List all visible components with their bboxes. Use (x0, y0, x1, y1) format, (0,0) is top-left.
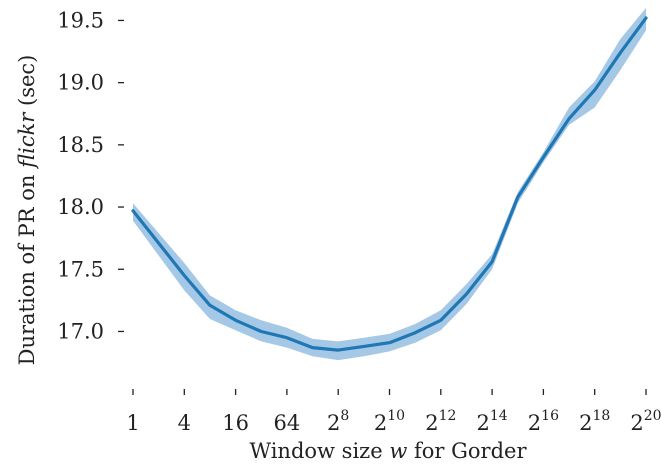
x-tick-label-base: 2 (476, 411, 489, 435)
y-axis-label: Duration of PR on flickr (sec) (15, 55, 39, 366)
x-tick-label-base: 16 (222, 411, 249, 435)
x-tick-label-base: 4 (178, 411, 191, 435)
x-tick-label-base: 2 (528, 411, 541, 435)
x-tick-label-base: 2 (630, 411, 643, 435)
x-tick-label-exponent: 10 (387, 408, 405, 424)
x-axis-label-suffix: for Gorder (407, 439, 527, 463)
x-tick-label: 210 (374, 408, 405, 435)
x-tick-label-exponent: 16 (541, 408, 559, 424)
x-axis-label: Window size w for Gorder (249, 439, 527, 463)
x-tick-label-base: 2 (579, 411, 592, 435)
series-line-layer (131, 16, 648, 352)
x-tick-label: 16 (222, 411, 249, 435)
x-axis-label-italic: w (389, 439, 407, 463)
x-tick-label-exponent: 20 (644, 408, 662, 424)
x-tick-label-base: 2 (374, 411, 387, 435)
x-tick-label: 4 (178, 411, 191, 435)
x-tick-label-base: 2 (425, 411, 438, 435)
y-tick-label: 18.5 (57, 133, 104, 157)
x-tick-label-exponent: 8 (340, 408, 349, 424)
y-axis-label-italic: flickr (15, 111, 39, 170)
series-line (131, 16, 648, 352)
confidence-band-layer (133, 8, 646, 361)
x-tick-label: 28 (327, 408, 349, 435)
x-tick-label: 216 (528, 408, 559, 435)
y-tick-label: 19.5 (57, 8, 104, 32)
x-axis: 1 4 16 64 28 210 212 214 216 218 220 (126, 389, 662, 435)
x-tick-label-exponent: 18 (592, 408, 610, 424)
x-tick-label: 212 (425, 408, 456, 435)
y-axis: 17.0 17.5 18.0 18.5 19.0 19.5 (57, 8, 124, 343)
x-axis-label-prefix: Window size (249, 439, 389, 463)
confidence-band (133, 8, 646, 361)
y-tick-label: 17.5 (57, 257, 104, 281)
y-tick-label: 17.0 (57, 319, 104, 343)
x-tick-label-base: 64 (274, 411, 301, 435)
x-tick-label: 218 (579, 408, 610, 435)
x-tick-label-exponent: 14 (490, 408, 508, 424)
x-tick-label: 214 (476, 408, 507, 435)
y-tick-label: 19.0 (57, 71, 104, 95)
x-tick-label-base: 2 (327, 411, 340, 435)
x-tick-label: 64 (274, 411, 301, 435)
x-tick-label: 1 (126, 411, 139, 435)
y-axis-label-suffix: (sec) (15, 55, 39, 113)
x-tick-label-exponent: 12 (439, 408, 457, 424)
y-axis-label-prefix: Duration of PR on (15, 168, 39, 365)
x-tick-label-base: 1 (126, 411, 139, 435)
y-tick-label: 18.0 (57, 195, 104, 219)
x-tick-label: 220 (630, 408, 661, 435)
